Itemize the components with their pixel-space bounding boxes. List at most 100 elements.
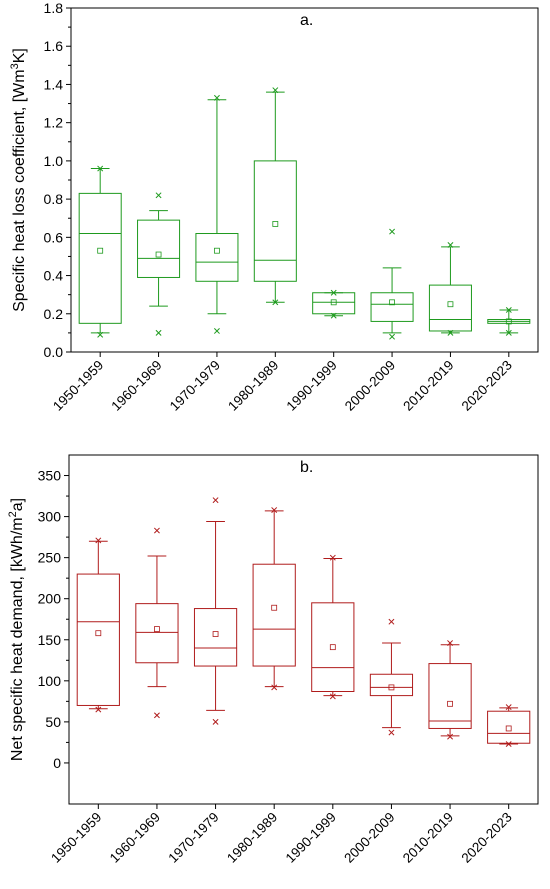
y-tick-label: 300: [38, 509, 62, 525]
x-tick-label: 1990-1999: [283, 810, 339, 866]
outlier-high-marker: [330, 289, 337, 296]
box-plot-1950-1959: [78, 165, 122, 338]
iqr-box: [135, 603, 179, 664]
iqr-box: [193, 608, 238, 667]
mean-marker: [214, 247, 220, 254]
y-tick-label: 350: [38, 468, 62, 484]
iqr-box: [369, 673, 414, 697]
mean-marker: [329, 644, 336, 651]
mean-marker: [272, 221, 279, 227]
box-plot-1960-1969: [135, 527, 179, 719]
x-tick-label: 1960-1969: [107, 810, 163, 866]
mean-marker: [505, 318, 512, 325]
panel-label: a.: [300, 12, 313, 29]
iqr-box: [311, 602, 355, 692]
x-tick-label: 1970-1979: [165, 810, 221, 866]
y-tick-label: 1.2: [44, 115, 64, 131]
mean-marker: [97, 247, 104, 254]
outlier-high-marker: [505, 307, 512, 313]
x-tick-label: 1990-1999: [284, 358, 340, 414]
box-plot-1980-1989: [252, 507, 296, 691]
x-tick-label: 1950-1959: [48, 810, 104, 866]
iqr-box: [252, 563, 296, 667]
mean-marker: [330, 299, 337, 306]
y-tick-label: 0.8: [44, 191, 64, 207]
outlier-low-marker: [330, 312, 337, 319]
iqr-box: [137, 219, 181, 278]
x-tick-label: 2000-2009: [341, 810, 397, 866]
mean-marker: [155, 251, 162, 258]
outlier-low-marker: [272, 299, 279, 306]
y-tick-label: 1.4: [44, 76, 64, 92]
mean-marker: [154, 626, 160, 632]
outlier-high-marker: [97, 165, 104, 172]
x-tick-label: 2000-2009: [342, 358, 398, 414]
x-tick-label: 2020-2023: [459, 810, 515, 866]
outlier-low-marker: [97, 331, 104, 338]
outlier-high-marker: [389, 228, 396, 235]
x-tick-label: 1950-1959: [50, 358, 106, 414]
iqr-box: [253, 160, 297, 282]
y-tick-label: 1.0: [44, 153, 64, 169]
y-tick-label: 200: [38, 591, 62, 607]
iqr-box: [487, 710, 531, 744]
y-axis-label: Net specific heat demand, [kWh/m2a]: [7, 498, 26, 761]
outlier-high-marker: [447, 640, 454, 647]
mean-marker: [212, 631, 219, 637]
plot-frame: [70, 7, 539, 353]
y-tick-label: 0.0: [44, 344, 64, 360]
y-tick-label: 1.8: [44, 0, 64, 16]
mean-marker: [447, 301, 454, 308]
outlier-low-marker: [505, 741, 512, 748]
box-plot-1950-1959: [76, 537, 120, 713]
box-plot-1990-1999: [312, 289, 356, 319]
iqr-box: [370, 292, 414, 322]
y-tick-label: 1.6: [44, 38, 64, 54]
x-tick-label: 2010-2019: [400, 358, 456, 414]
box-plot-2010-2019: [428, 640, 472, 740]
iqr-box: [428, 284, 472, 332]
x-tick-label: 1970-1979: [167, 358, 223, 414]
outlier-high-marker: [155, 192, 162, 199]
iqr-box: [428, 663, 472, 729]
iqr-box: [312, 292, 356, 315]
outlier-low-marker: [153, 712, 160, 719]
outlier-low-marker: [388, 729, 395, 736]
box-plot-1970-1979: [193, 497, 238, 725]
x-tick-label: 1960-1969: [108, 358, 164, 414]
y-tick-label: 0.6: [44, 229, 64, 245]
mean-marker: [271, 604, 278, 611]
outlier-low-marker: [271, 684, 278, 691]
mean-marker: [389, 299, 395, 306]
outlier-high-marker: [271, 507, 278, 513]
outlier-high-marker: [329, 554, 336, 561]
outlier-high-marker: [447, 242, 454, 248]
box-plot-1970-1979: [195, 94, 239, 334]
plot-frame: [68, 454, 539, 805]
outlier-high-marker: [272, 87, 279, 94]
y-tick-label: 0: [53, 755, 61, 771]
outlier-high-marker: [505, 704, 512, 711]
box-plot-2020-2023: [487, 704, 531, 748]
mean-marker: [388, 684, 395, 691]
y-axis-label: Specific heat loss coefficient, [Wm3K]: [9, 48, 28, 312]
outlier-low-marker: [447, 329, 454, 336]
outlier-low-marker: [505, 329, 512, 336]
box-plot-2000-2009: [370, 228, 414, 340]
outlier-low-marker: [155, 329, 162, 336]
iqr-box: [195, 233, 239, 282]
y-tick-label: 0.4: [44, 268, 64, 284]
outlier-low-marker: [95, 706, 102, 713]
x-tick-label: 2020-2023: [459, 358, 515, 414]
box-plot-1980-1989: [253, 87, 297, 306]
iqr-box: [78, 192, 122, 324]
outlier-low-marker: [213, 328, 220, 334]
box-plot-2010-2019: [428, 242, 472, 336]
y-tick-label: 150: [38, 632, 62, 648]
iqr-box: [76, 573, 120, 706]
x-tick-label: 2010-2019: [400, 810, 456, 866]
